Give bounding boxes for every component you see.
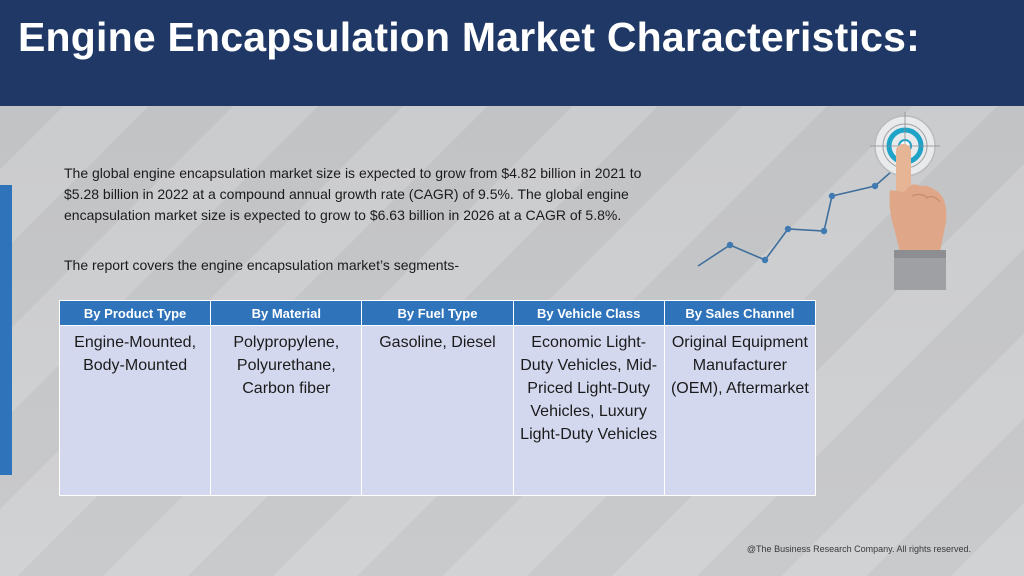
cell-material: Polypropylene, Polyurethane, Carbon fibe…: [210, 325, 363, 496]
left-accent-bar: [0, 185, 12, 475]
market-size-paragraph: The global engine encapsulation market s…: [64, 165, 642, 223]
cell-vehicle-class: Economic Light-Duty Vehicles, Mid-Priced…: [512, 325, 665, 496]
segments-note: The report covers the engine encapsulati…: [64, 257, 460, 273]
table-header-row: By Product Type By Material By Fuel Type…: [58, 300, 817, 326]
segments-table: By Product Type By Material By Fuel Type…: [58, 300, 817, 496]
header-product-type: By Product Type: [58, 300, 212, 326]
table-row: Engine-Mounted, Body-Mounted Polypropyle…: [58, 325, 817, 496]
page-title: Engine Encapsulation Market Characterist…: [18, 14, 920, 60]
cell-sales-channel: Original Equipment Manufacturer (OEM), A…: [663, 325, 817, 496]
title-bar: Engine Encapsulation Market Characterist…: [0, 0, 1024, 106]
line-trend-icon: [697, 163, 901, 267]
header-fuel-type: By Fuel Type: [361, 300, 514, 326]
hand-pointing-icon: [889, 144, 947, 290]
header-sales-channel: By Sales Channel: [663, 300, 817, 326]
copyright-footer: @The Business Research Company. All righ…: [746, 544, 971, 554]
cell-fuel-type: Gasoline, Diesel: [361, 325, 514, 496]
cell-product-type: Engine-Mounted, Body-Mounted: [58, 325, 212, 496]
header-material: By Material: [210, 300, 363, 326]
header-vehicle-class: By Vehicle Class: [512, 300, 665, 326]
growth-illustration: [697, 112, 947, 290]
